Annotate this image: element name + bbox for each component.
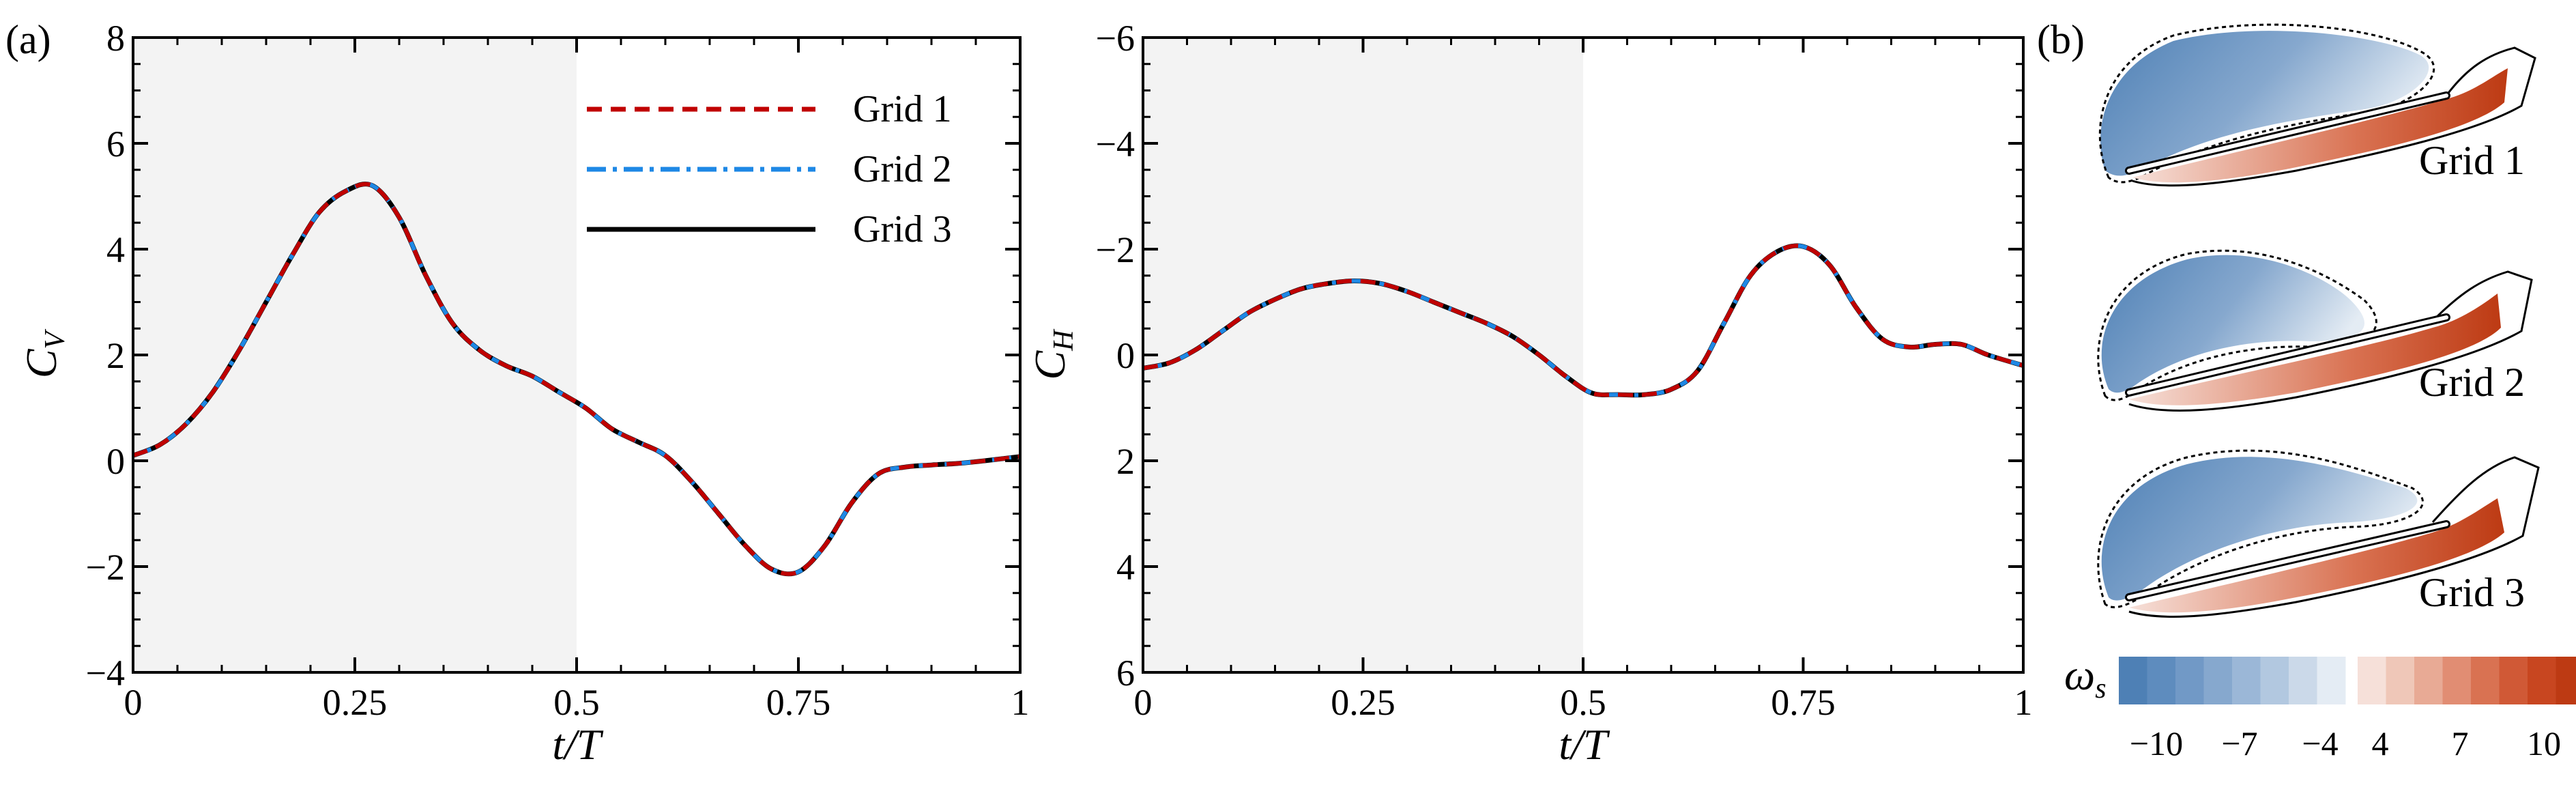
- colorbar-swatch-negative: [2260, 657, 2289, 704]
- y-tick-label: 2: [1116, 441, 1135, 482]
- colorbar-swatch-positive: [2442, 657, 2472, 704]
- y-tick-label: 6: [1116, 653, 1135, 694]
- positive-contour-line: [2128, 456, 2540, 618]
- vorticity-snapshot-grid-3: Grid 3: [2097, 449, 2540, 618]
- x-tick-label: 1: [2014, 682, 2033, 723]
- colorbar-swatch-positive: [2471, 657, 2500, 704]
- colorbar-swatch-positive: [2414, 657, 2443, 704]
- chart-ch-shaded-region: [1143, 38, 1583, 672]
- vorticity-snapshot-grid-1: Grid 1: [2098, 23, 2536, 187]
- y-tick-label: 8: [106, 18, 125, 59]
- colorbar-tick-label: 10: [2527, 724, 2561, 762]
- plate-inner: [2127, 94, 2448, 173]
- y-tick-label: 4: [1116, 547, 1135, 588]
- colorbar-swatch-positive: [2528, 657, 2556, 704]
- y-tick-label: 4: [106, 229, 125, 270]
- colorbar-swatch-negative: [2175, 657, 2204, 704]
- legend-label-grid-2: Grid 2: [853, 148, 952, 190]
- y-tick-label: 0: [1116, 335, 1135, 376]
- y-tick-label: 6: [106, 124, 125, 165]
- vorticity-label-grid-1: Grid 1: [2419, 138, 2525, 183]
- vortex-contour-line: [2097, 449, 2424, 609]
- vorticity-snapshot-grid-2: Grid 2: [2097, 249, 2533, 412]
- positive-vortex: [2129, 294, 2501, 405]
- colorbar-tick-label: 4: [2372, 724, 2389, 762]
- chart-cv-xlabel: t/T: [552, 720, 604, 769]
- positive-vortex: [2132, 68, 2508, 183]
- x-tick-label: 0.25: [1331, 682, 1395, 723]
- chart-cv: 0 0.25 0.5 0.75 1 −4 −2 0 2 4 6 8 t/T CV Grid 1 Gri…: [17, 18, 1030, 769]
- x-tick-label: 0.5: [553, 682, 600, 723]
- series-line-grid-1: [132, 182, 1021, 576]
- chart-ch: 0 0.25 0.5 0.75 1 6 4 2 0 −2 −4 −6 t/T CH: [1026, 18, 2033, 769]
- negative-vortex: [2101, 457, 2418, 601]
- negative-vortex: [2100, 31, 2429, 176]
- legend-label-grid-3: Grid 3: [853, 208, 952, 251]
- x-tick-label: 0: [1134, 682, 1153, 723]
- vorticity-panel: Grid 1 Grid 2 Grid 3 ωs −10 −7 −4 4 7 10: [2064, 23, 2576, 762]
- x-tick-label: 1: [1011, 682, 1030, 723]
- y-tick-label: 2: [106, 335, 125, 376]
- colorbar-swatch-positive: [2358, 657, 2386, 704]
- legend-label-grid-1: Grid 1: [853, 88, 952, 130]
- colorbar-symbol: ωs: [2064, 651, 2107, 704]
- positive-vortex: [2129, 498, 2504, 613]
- panel-label-b: (b): [2037, 17, 2085, 62]
- y-tick-label: −4: [86, 653, 125, 694]
- colorbar-tick-label: −7: [2221, 724, 2257, 762]
- colorbar-swatch-positive: [2386, 657, 2415, 704]
- x-tick-label: 0.75: [766, 682, 831, 723]
- series-line-grid-1: [1142, 243, 2024, 397]
- colorbar: ωs −10 −7 −4 4 7 10: [2064, 651, 2576, 762]
- plate-inner: [2127, 315, 2448, 395]
- positive-contour-line: [2128, 270, 2533, 412]
- colorbar-swatch-positive: [2556, 657, 2576, 704]
- x-tick-label: 0.5: [1560, 682, 1606, 723]
- colorbar-tick-label: −4: [2302, 724, 2338, 762]
- chart-ch-xlabel: t/T: [1559, 720, 1610, 769]
- x-tick-label: 0.25: [323, 682, 388, 723]
- vorticity-label-grid-3: Grid 3: [2419, 570, 2525, 615]
- colorbar-tick-label: −10: [2130, 724, 2183, 762]
- colorbar-swatch-positive: [2499, 657, 2528, 704]
- plate-inner: [2127, 522, 2448, 599]
- x-tick-label: 0.75: [1771, 682, 1836, 723]
- negative-vortex: [2101, 255, 2364, 393]
- colorbar-swatch-negative: [2289, 657, 2317, 704]
- colorbar-tick-label: 7: [2452, 724, 2469, 762]
- chart-ch-ylabel: CH: [1026, 328, 1080, 380]
- panel-label-a: (a): [5, 17, 51, 62]
- colorbar-swatch-negative: [2147, 657, 2176, 704]
- x-tick-label: 0: [124, 682, 143, 723]
- colorbar-swatch-negative: [2119, 657, 2147, 704]
- chart-cv-shaded-region: [133, 38, 577, 672]
- chart-cv-ylabel: CV: [17, 328, 71, 378]
- legend: Grid 1 Grid 2 Grid 3: [587, 88, 952, 251]
- positive-contour-line: [2132, 46, 2536, 187]
- vorticity-label-grid-2: Grid 2: [2419, 360, 2525, 405]
- y-tick-label: −4: [1096, 124, 1135, 165]
- y-tick-label: −6: [1096, 18, 1135, 59]
- colorbar-swatch-negative: [2317, 657, 2346, 704]
- colorbar-swatch-negative: [2232, 657, 2261, 704]
- y-tick-label: −2: [1096, 229, 1135, 270]
- y-tick-label: −2: [86, 547, 125, 588]
- y-tick-label: 0: [106, 441, 125, 482]
- colorbar-swatch-negative: [2203, 657, 2233, 704]
